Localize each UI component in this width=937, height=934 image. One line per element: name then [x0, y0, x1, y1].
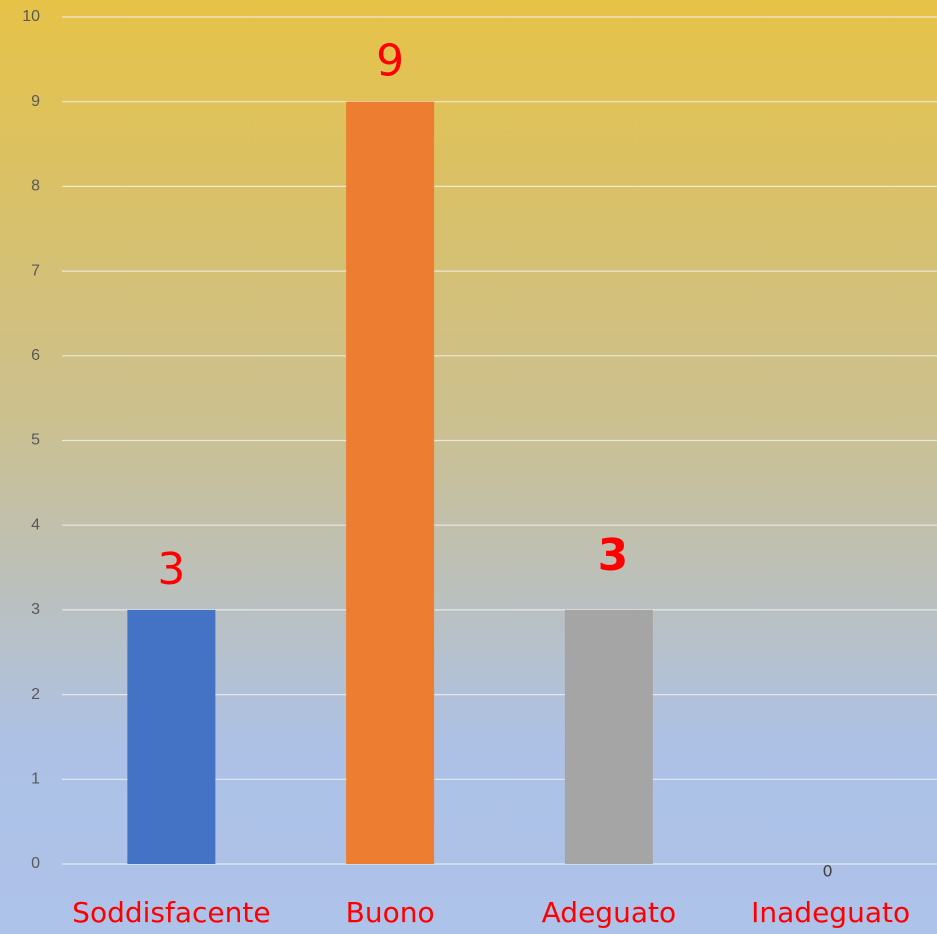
y-tick-label: 6 — [31, 347, 40, 364]
bar — [564, 609, 653, 864]
bar — [346, 101, 435, 864]
data-label: 0 — [823, 862, 833, 881]
x-tick-label: Inadeguato — [751, 896, 910, 929]
y-tick-label: 7 — [31, 262, 40, 279]
x-tick-label: Buono — [346, 896, 435, 929]
x-tick-label: Soddisfacente — [72, 896, 270, 929]
bar — [127, 609, 216, 864]
y-tick-label: 10 — [22, 8, 40, 25]
y-tick-label: 2 — [31, 686, 40, 703]
x-tick-label: Adeguato — [542, 896, 676, 929]
data-label: 3 — [157, 544, 185, 595]
y-tick-label: 1 — [31, 771, 40, 788]
y-tick-label: 3 — [31, 601, 40, 618]
data-label: 9 — [376, 36, 404, 87]
data-label: 3 — [598, 530, 629, 581]
y-tick-label: 5 — [31, 432, 40, 449]
y-tick-label: 9 — [31, 93, 40, 110]
y-tick-label: 8 — [31, 178, 40, 195]
y-tick-label: 4 — [31, 516, 40, 533]
y-tick-label: 0 — [31, 855, 40, 872]
